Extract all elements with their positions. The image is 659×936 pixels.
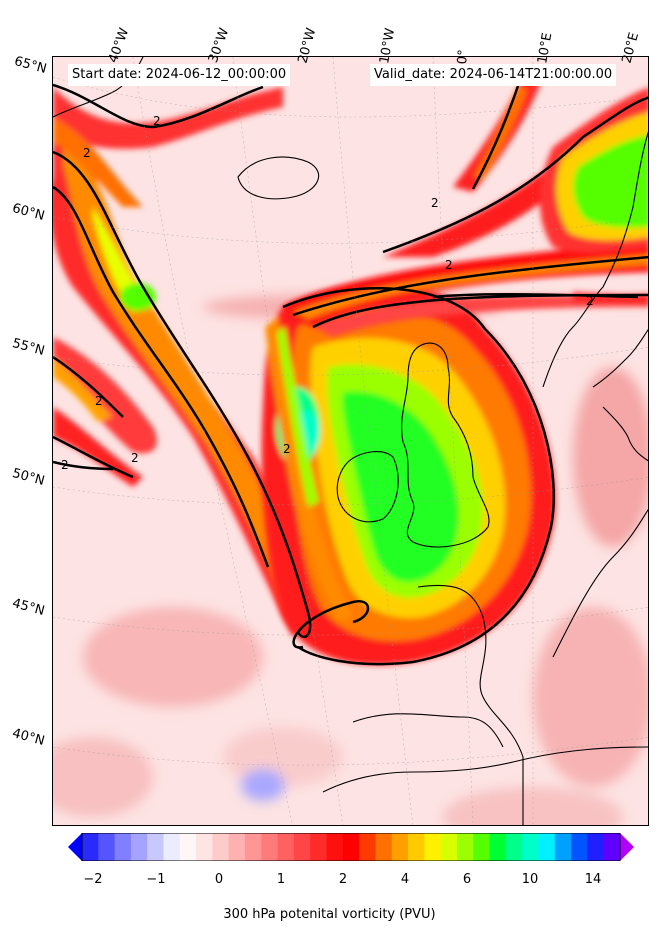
colorbar-cell bbox=[375, 833, 393, 861]
colorbar-cell bbox=[82, 833, 99, 861]
cutoff-low-ring bbox=[261, 284, 556, 665]
colorbar-cell bbox=[408, 833, 425, 861]
colorbar-cell bbox=[245, 833, 262, 861]
colorbar-cell bbox=[424, 833, 442, 861]
colorbar-cell bbox=[359, 833, 376, 861]
lat-label: 45°N bbox=[10, 596, 47, 619]
colorbar-cell bbox=[505, 833, 523, 861]
lat-label: 60°N bbox=[10, 201, 47, 224]
contour-label: 2 bbox=[283, 442, 291, 456]
lat-label: 65°N bbox=[12, 54, 49, 77]
colorbar-cell bbox=[342, 833, 360, 861]
colorbar-label: 300 hPa potenital vorticity (PVU) bbox=[223, 907, 436, 922]
colorbar-tick: 4 bbox=[400, 872, 410, 887]
colorbar-cell bbox=[179, 833, 197, 861]
colorbar-cell bbox=[440, 833, 458, 861]
colorbar-cell bbox=[391, 833, 409, 861]
contour-label: 2 bbox=[61, 458, 69, 472]
contour-label: 2 bbox=[131, 451, 139, 465]
lat-label: 50°N bbox=[10, 466, 47, 489]
pv-field-map: 2 2 2 2 2 2 2 2 2 bbox=[53, 57, 648, 825]
colorbar-max-arrow bbox=[620, 833, 634, 861]
colorbar-cell bbox=[489, 833, 507, 861]
colorbar-min-arrow bbox=[68, 833, 82, 861]
colorbar-cell bbox=[554, 833, 572, 861]
contour-label: 2 bbox=[83, 146, 91, 160]
colorbar-cell bbox=[114, 833, 132, 861]
colorbar bbox=[68, 833, 634, 861]
colorbar-cell bbox=[571, 833, 588, 861]
contour-labels: 2 2 2 2 2 2 2 2 2 bbox=[61, 114, 594, 472]
colorbar-tick: −1 bbox=[146, 872, 166, 887]
colorbar-cell bbox=[196, 833, 213, 861]
colorbar-tick: −2 bbox=[83, 872, 103, 887]
low-pv-patches bbox=[53, 293, 648, 825]
contour-label: 2 bbox=[153, 114, 161, 128]
start-date-label: Start date: 2024-06-12_00:00:00 bbox=[68, 64, 291, 86]
colorbar-tick: 0 bbox=[214, 872, 224, 887]
colorbar-cell bbox=[587, 833, 605, 861]
lat-label: 55°N bbox=[10, 336, 47, 359]
colorbar-cell bbox=[473, 833, 491, 861]
colorbar-cell bbox=[310, 833, 328, 861]
colorbar-cell bbox=[277, 833, 295, 861]
colorbar-cell bbox=[538, 833, 556, 861]
colorbar-cell bbox=[228, 833, 246, 861]
colorbar-cell bbox=[261, 833, 279, 861]
coastlines bbox=[53, 57, 648, 825]
colorbar-tick: 14 bbox=[584, 872, 602, 887]
colorbar-tick: 6 bbox=[462, 872, 472, 887]
colorbar-cell bbox=[293, 833, 311, 861]
colorbar-cell bbox=[98, 833, 116, 861]
lat-label: 40°N bbox=[10, 726, 47, 749]
contour-label: 2 bbox=[586, 294, 594, 308]
colorbar-cell bbox=[456, 833, 474, 861]
colorbar-tick: 1 bbox=[276, 872, 286, 887]
pv2-contours bbox=[53, 76, 648, 666]
colorbar-cell bbox=[326, 833, 344, 861]
graticule bbox=[53, 57, 648, 825]
colorbar-cell bbox=[212, 833, 230, 861]
colorbar-cell bbox=[147, 833, 165, 861]
lon-label: 0° bbox=[455, 48, 472, 65]
contour-label: 2 bbox=[95, 394, 103, 408]
valid-date-label: Valid_date: 2024-06-14T21:00:00.00 bbox=[370, 64, 617, 86]
contour-label: 2 bbox=[445, 258, 453, 272]
contour-label: 2 bbox=[431, 196, 439, 210]
colorbar-cell bbox=[130, 833, 148, 861]
colorbar-cell bbox=[603, 833, 621, 861]
map-panel: 2 2 2 2 2 2 2 2 2 bbox=[52, 56, 649, 826]
colorbar-cell bbox=[163, 833, 181, 861]
colorbar-tick: 2 bbox=[338, 872, 348, 887]
colorbar-outline bbox=[81, 833, 621, 861]
colorbar-tick: 10 bbox=[521, 872, 539, 887]
colorbar-cell bbox=[522, 833, 539, 861]
